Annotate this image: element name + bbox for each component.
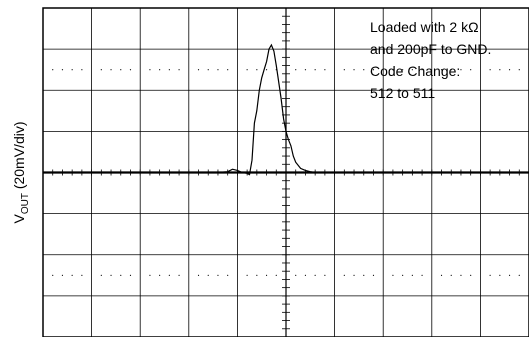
grid-dot bbox=[508, 69, 511, 71]
grid-dot bbox=[159, 274, 161, 276]
grid-dot bbox=[324, 69, 326, 71]
y-axis-label: VOUT (20mV/div) bbox=[11, 121, 31, 223]
grid-dot bbox=[295, 274, 297, 276]
grid-dot bbox=[304, 69, 307, 71]
grid-dot bbox=[470, 274, 472, 276]
annotation-line: 512 to 511 bbox=[370, 85, 435, 101]
y-label-subscript: OUT bbox=[20, 193, 31, 214]
grid-dot bbox=[402, 274, 404, 276]
grid-dot bbox=[372, 69, 375, 71]
grid-dot bbox=[129, 274, 132, 276]
grid-dot bbox=[52, 274, 54, 276]
grid-dot bbox=[197, 274, 200, 276]
grid-dot bbox=[217, 69, 219, 71]
grid-dot bbox=[402, 69, 404, 71]
grid-dot bbox=[275, 274, 277, 276]
grid-dot bbox=[178, 274, 180, 276]
grid-dot bbox=[450, 69, 452, 71]
grid-dot bbox=[149, 274, 151, 276]
grid-dot bbox=[460, 69, 462, 71]
grid-dot bbox=[129, 69, 132, 71]
grid-dot bbox=[227, 69, 229, 71]
grid-dot bbox=[295, 69, 297, 71]
annotation-line: Code Change: bbox=[370, 63, 460, 79]
grid-dot bbox=[197, 69, 200, 71]
grid-dot bbox=[314, 69, 316, 71]
grid-dot bbox=[178, 69, 180, 71]
grid-dot bbox=[343, 69, 345, 71]
grid-dot bbox=[217, 274, 219, 276]
grid-dot bbox=[508, 274, 511, 276]
grid-dot bbox=[363, 69, 365, 71]
grid-dot bbox=[168, 274, 170, 276]
grid-dot bbox=[421, 274, 423, 276]
y-label-units: (20mV/div) bbox=[11, 121, 27, 193]
grid-dot bbox=[470, 69, 472, 71]
grid-dot bbox=[440, 274, 443, 276]
grid-dot bbox=[363, 274, 365, 276]
y-label-main: V bbox=[11, 214, 27, 224]
grid-dot bbox=[207, 69, 209, 71]
grid-dot bbox=[518, 274, 520, 276]
grid-dot bbox=[61, 69, 64, 71]
grid-dot bbox=[120, 69, 122, 71]
grid-dot bbox=[343, 274, 345, 276]
grid-dot bbox=[460, 274, 462, 276]
grid-dot bbox=[392, 274, 394, 276]
grid-dot bbox=[353, 274, 355, 276]
grid-dot bbox=[256, 69, 258, 71]
grid-dot bbox=[392, 69, 394, 71]
grid-dot bbox=[71, 69, 73, 71]
grid-dot bbox=[110, 274, 112, 276]
grid-dot bbox=[100, 69, 102, 71]
grid-dot bbox=[81, 69, 83, 71]
grid-dot bbox=[372, 274, 375, 276]
grid-dot bbox=[324, 274, 326, 276]
grid-dot bbox=[61, 274, 64, 276]
grid-dot bbox=[265, 69, 268, 71]
grid-dot bbox=[256, 274, 258, 276]
voltage-trace bbox=[43, 43, 529, 176]
grid-dot bbox=[450, 274, 452, 276]
grid-dot bbox=[314, 274, 316, 276]
grid-dot bbox=[110, 69, 112, 71]
grid-dot bbox=[440, 69, 443, 71]
grid-dot bbox=[421, 69, 423, 71]
grid-dot bbox=[499, 69, 501, 71]
grid-dot bbox=[81, 274, 83, 276]
annotation-text: Loaded with 2 kΩ and 200pF to GND. Code Ch… bbox=[370, 19, 491, 101]
grid-dot bbox=[246, 69, 248, 71]
grid-dot bbox=[489, 274, 491, 276]
grid-dot bbox=[52, 69, 54, 71]
grid-dot bbox=[518, 69, 520, 71]
grid-dot bbox=[168, 69, 170, 71]
grid-dot bbox=[120, 274, 122, 276]
grid-dot bbox=[227, 274, 229, 276]
grid-dot bbox=[499, 274, 501, 276]
annotation-line: and 200pF to GND. bbox=[370, 41, 491, 57]
grid-dot bbox=[159, 69, 161, 71]
grid-dot bbox=[489, 69, 491, 71]
annotation-line: Loaded with 2 kΩ bbox=[370, 19, 479, 35]
grid-dot bbox=[304, 274, 307, 276]
grid-dot bbox=[71, 274, 73, 276]
grid-dot bbox=[411, 274, 413, 276]
grid-dot bbox=[246, 274, 248, 276]
grid-dot bbox=[411, 69, 413, 71]
grid-dot bbox=[207, 274, 209, 276]
grid-dot bbox=[100, 274, 102, 276]
grid-dot bbox=[353, 69, 355, 71]
grid-dot bbox=[149, 69, 151, 71]
grid-dot bbox=[265, 274, 268, 276]
